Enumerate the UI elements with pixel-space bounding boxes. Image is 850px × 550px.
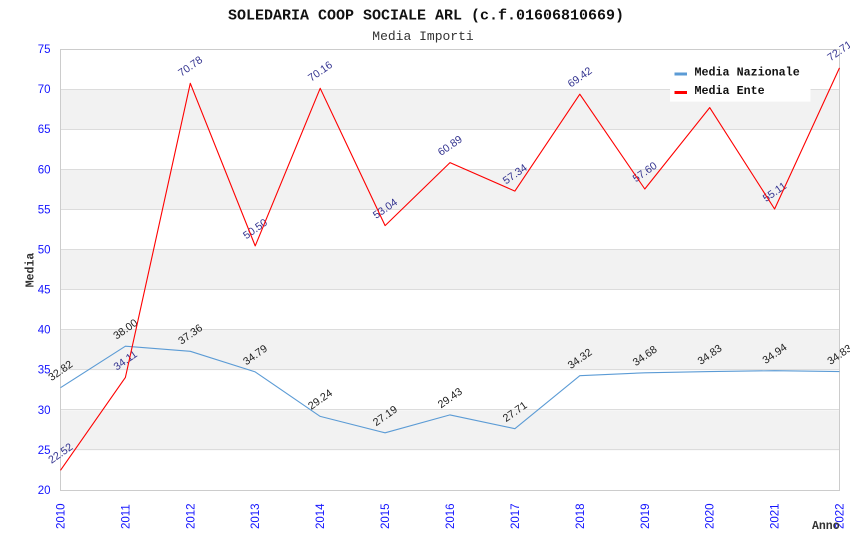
svg-text:2020: 2020 [705,503,717,529]
svg-text:Media Nazionale: Media Nazionale [695,66,800,80]
svg-text:Media: Media [25,253,38,288]
svg-text:2010: 2010 [56,503,68,529]
svg-text:2017: 2017 [510,503,522,529]
svg-text:25: 25 [38,445,51,457]
svg-text:45: 45 [38,285,51,297]
svg-text:2015: 2015 [380,503,392,529]
svg-text:35: 35 [38,365,51,377]
svg-text:Media Ente: Media Ente [695,84,765,98]
svg-text:2018: 2018 [575,503,587,529]
svg-text:2011: 2011 [120,504,132,529]
svg-text:60: 60 [38,164,51,176]
svg-text:2016: 2016 [445,503,457,529]
svg-text:50: 50 [38,245,51,257]
svg-text:2014: 2014 [315,503,327,529]
svg-text:2012: 2012 [185,503,197,529]
svg-text:SOLEDARIA COOP SOCIALE ARL (c.: SOLEDARIA COOP SOCIALE ARL (c.f.01606810… [228,8,624,25]
svg-text:2021: 2021 [770,503,782,529]
svg-text:Media Importi: Media Importi [372,29,474,44]
svg-text:30: 30 [38,405,51,417]
svg-text:2022: 2022 [835,503,847,529]
svg-text:20: 20 [38,485,51,497]
svg-text:2019: 2019 [640,503,652,529]
svg-text:40: 40 [38,325,51,337]
svg-text:Anno: Anno [812,520,840,533]
svg-text:55: 55 [38,204,51,216]
svg-text:65: 65 [38,124,51,136]
svg-text:70: 70 [38,84,51,96]
svg-text:2013: 2013 [250,503,262,529]
svg-text:75: 75 [38,44,51,56]
